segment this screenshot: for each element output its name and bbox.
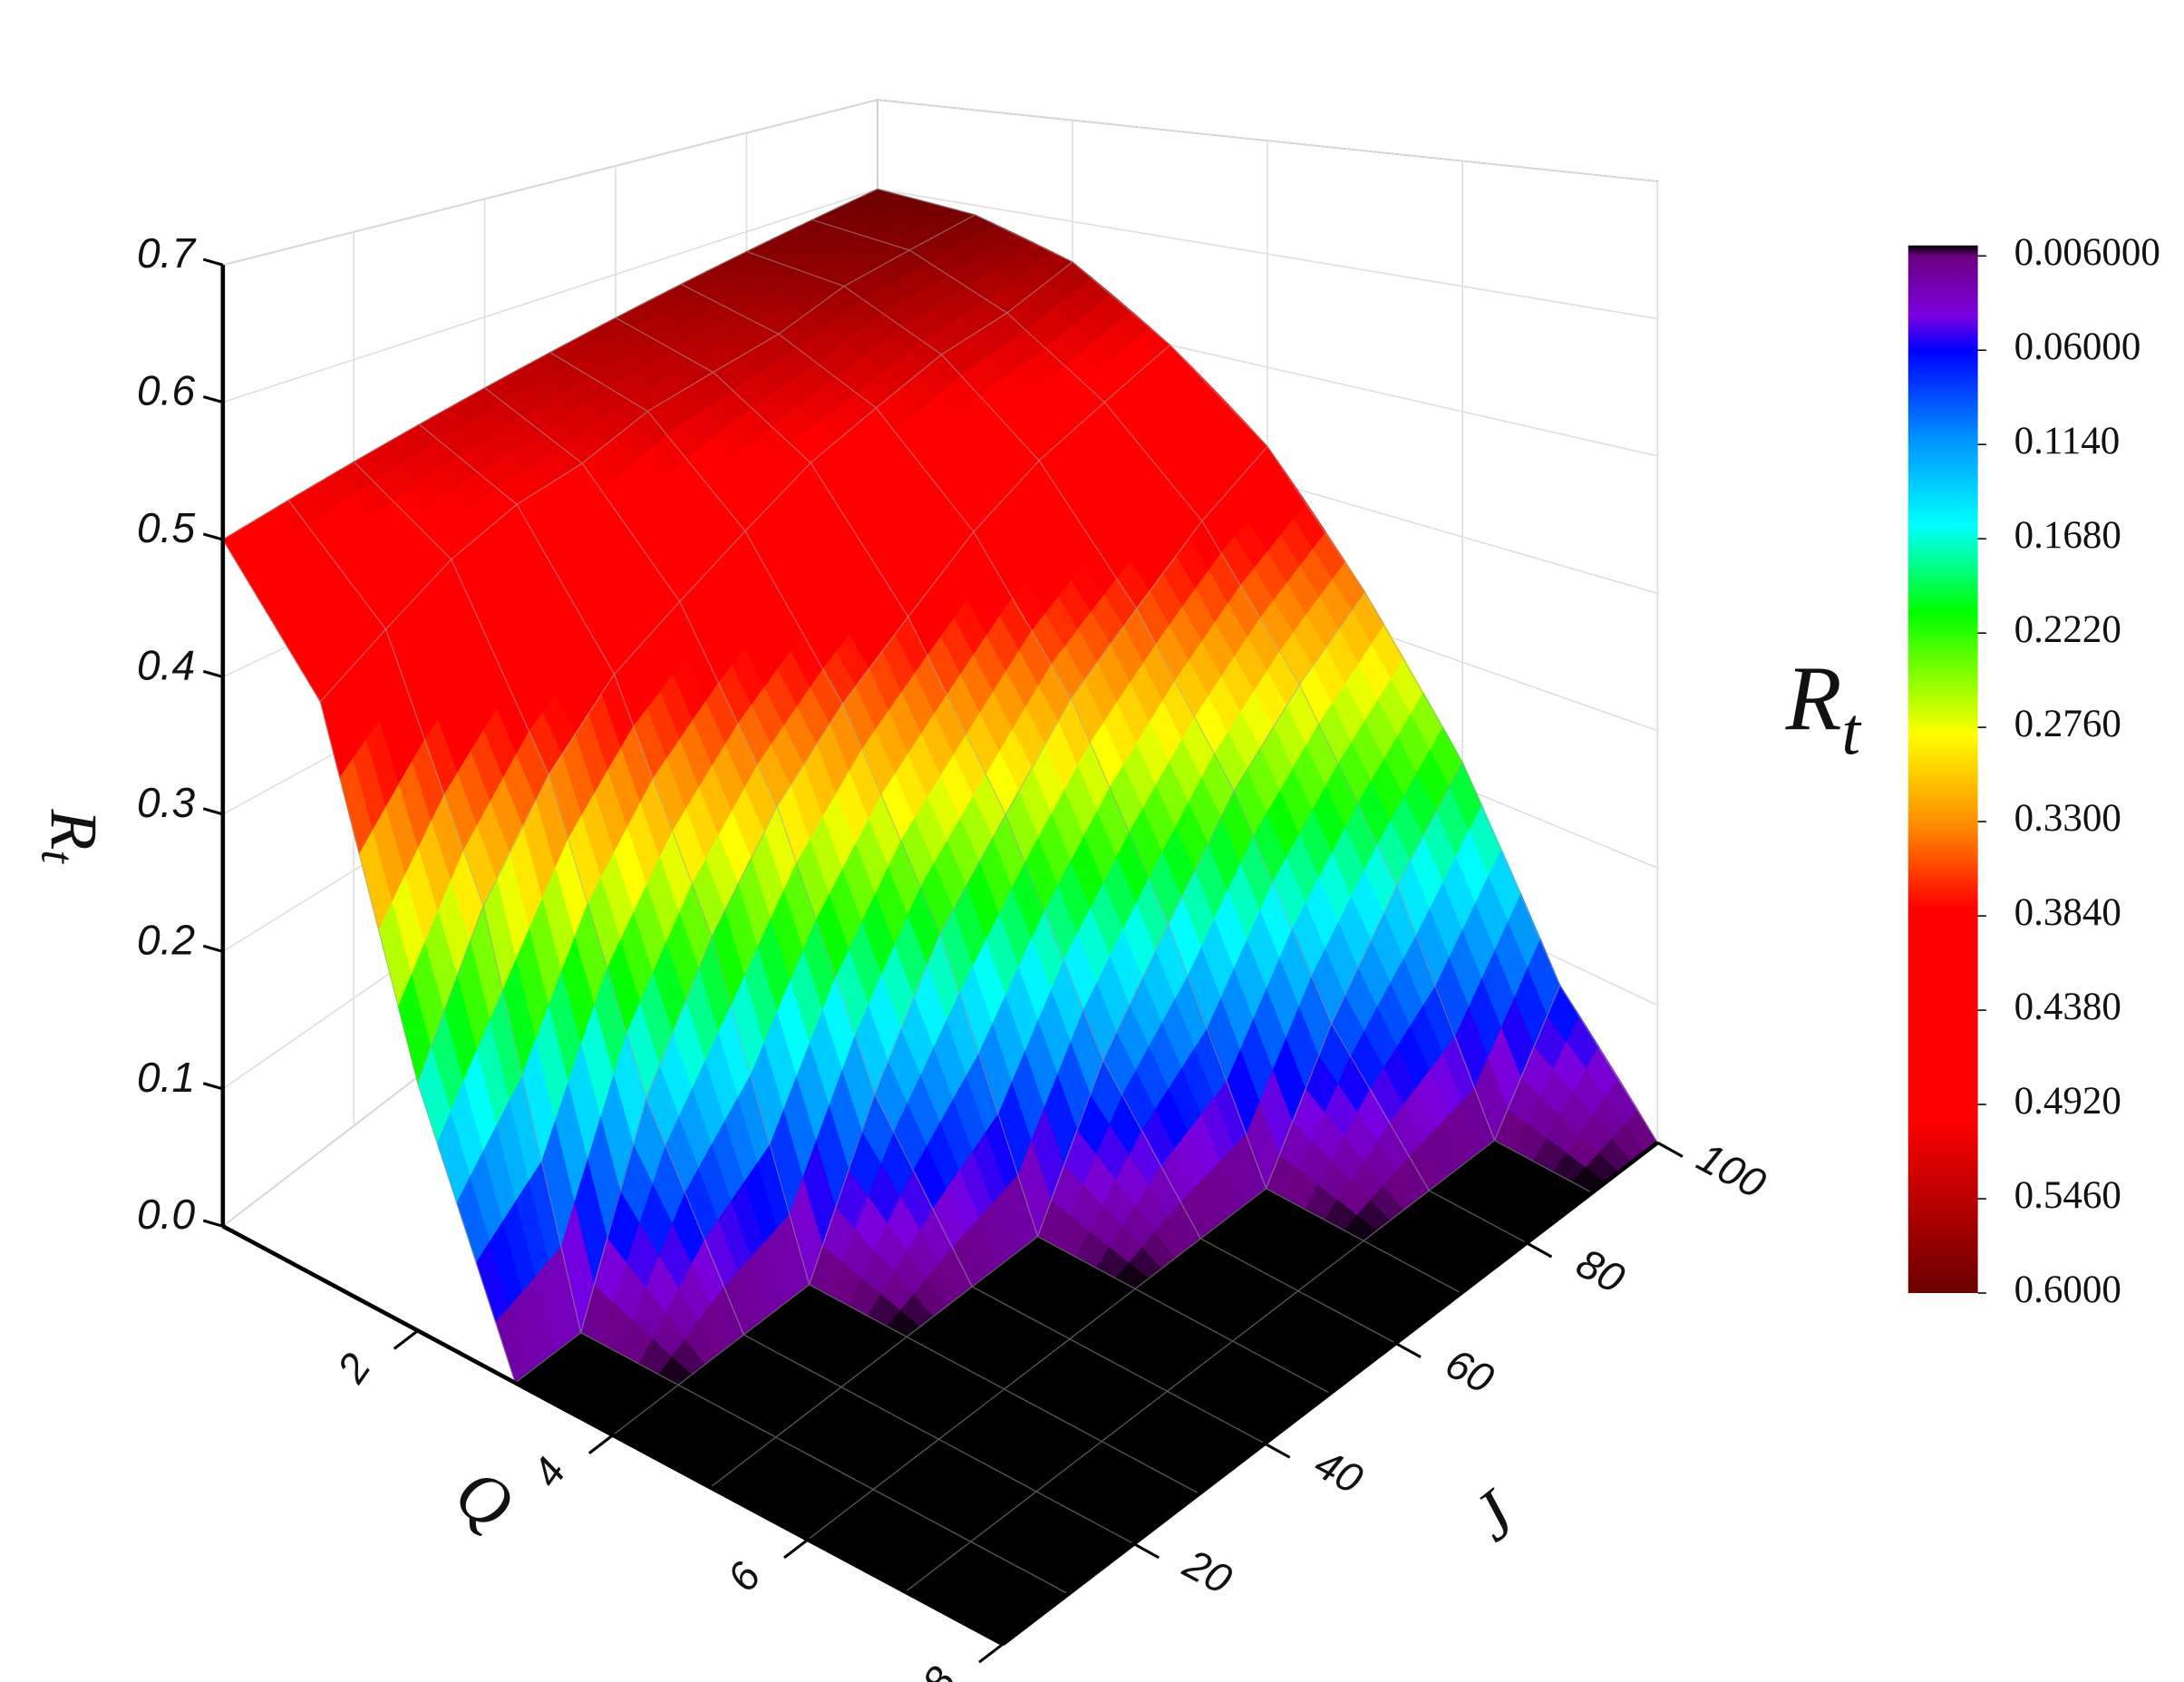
x-title-main: Q xyxy=(442,1453,526,1544)
y-tick-label: 40 xyxy=(1307,1439,1371,1502)
colorbar-title: Rt xyxy=(1785,647,1862,768)
z-tick-label: 0.7 xyxy=(137,229,197,277)
colorbar-tick-label: 0.6000 xyxy=(2014,1269,2121,1311)
x-axis-title: Q xyxy=(442,1453,526,1544)
y-title-main: J xyxy=(1457,1473,1531,1555)
plot-layer: 0.0 0.1 0.2 0.3 0.4 0.5 0.6 0.7 2 4 6 8 20 40 60 80 100 xyxy=(137,99,1774,1682)
z-tick-label: 0.5 xyxy=(137,504,195,551)
z-tick xyxy=(202,807,224,816)
y-tick xyxy=(1132,1542,1160,1560)
x-tick xyxy=(587,1434,614,1454)
y-tick xyxy=(1656,1141,1684,1158)
colorbar-tick-label: 0.2760 xyxy=(2014,703,2121,745)
colorbar-title-sub: t xyxy=(1842,695,1862,769)
z-tick-label: 0.6 xyxy=(137,367,195,414)
y-tick-label: 20 xyxy=(1176,1540,1240,1604)
z-tick xyxy=(202,532,224,541)
z-tick-label: 0.0 xyxy=(137,1191,195,1238)
colorbar-tick-label: 0.1140 xyxy=(2014,420,2121,462)
y-tick-label: 100 xyxy=(1690,1133,1774,1208)
colorbar-title-main: R xyxy=(1785,647,1842,749)
x-tick-label: 8 xyxy=(913,1658,966,1682)
z-title-main: R xyxy=(37,808,112,850)
y-tick xyxy=(1394,1342,1422,1359)
x-tick xyxy=(978,1642,1005,1664)
x-tick-label: 6 xyxy=(718,1553,771,1599)
z-axis-title: Rt xyxy=(31,808,111,864)
x-tick xyxy=(393,1329,419,1350)
z-tick-label: 0.4 xyxy=(137,641,195,688)
y-tick-label: 80 xyxy=(1569,1239,1633,1302)
colorbar xyxy=(1907,245,1978,1294)
z-tick xyxy=(202,1082,224,1091)
colorbar-tick-label: 0.2220 xyxy=(2014,608,2121,651)
z-tick xyxy=(202,1219,224,1228)
z-title-sub: t xyxy=(31,850,83,864)
z-tick xyxy=(202,669,224,679)
z-tick xyxy=(202,944,224,953)
colorbar-tick-label: 0.4920 xyxy=(2014,1080,2121,1123)
y-tick xyxy=(1264,1442,1291,1459)
colorbar-tick-label: 0.006000 xyxy=(2014,231,2160,274)
x-tick xyxy=(783,1538,810,1560)
z-tick xyxy=(202,258,224,267)
z-tick-label: 0.1 xyxy=(137,1054,195,1101)
z-tick xyxy=(202,395,224,404)
z-tick-label: 0.2 xyxy=(137,916,195,963)
y-tick-label: 60 xyxy=(1438,1339,1501,1403)
colorbar-tick-label: 0.4380 xyxy=(2014,986,2121,1028)
y-axis-title: J xyxy=(1457,1473,1531,1555)
colorbar-tick-label: 0.3300 xyxy=(2014,797,2121,840)
colorbar-tick-label: 0.06000 xyxy=(2014,326,2141,368)
z-tick-label: 0.3 xyxy=(137,779,195,826)
colorbar-tick-label: 0.3840 xyxy=(2014,891,2121,934)
x-tick-label: 4 xyxy=(523,1449,575,1495)
x-tick-label: 2 xyxy=(327,1345,380,1392)
colorbar-tick-label: 0.5460 xyxy=(2014,1174,2121,1217)
y-tick xyxy=(1526,1241,1553,1259)
y-axis-line xyxy=(1001,1141,1659,1647)
colorbar-tick-label: 0.1680 xyxy=(2014,514,2121,557)
